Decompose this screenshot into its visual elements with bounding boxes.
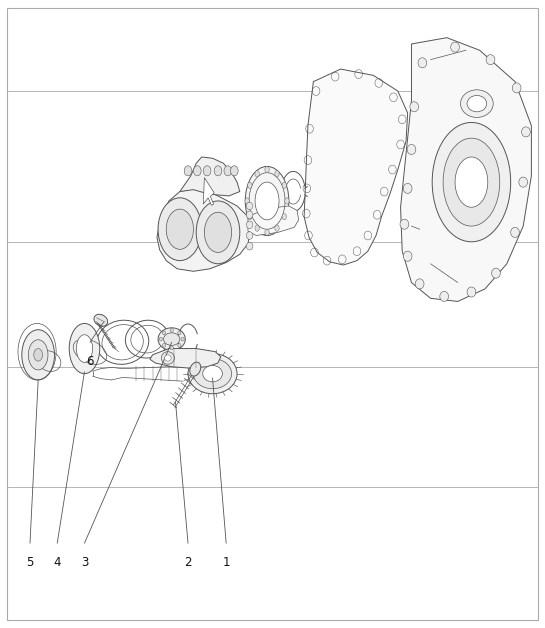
Ellipse shape <box>162 331 166 335</box>
Ellipse shape <box>282 182 287 188</box>
Polygon shape <box>203 178 214 205</box>
Ellipse shape <box>245 166 289 236</box>
Ellipse shape <box>246 221 253 229</box>
Ellipse shape <box>170 346 173 350</box>
Polygon shape <box>150 349 221 368</box>
Polygon shape <box>401 38 531 301</box>
Text: 4: 4 <box>53 556 61 569</box>
Ellipse shape <box>255 225 259 231</box>
Ellipse shape <box>443 138 500 226</box>
Ellipse shape <box>165 355 171 361</box>
Ellipse shape <box>492 268 500 278</box>
Ellipse shape <box>440 291 449 301</box>
Ellipse shape <box>159 337 162 341</box>
Ellipse shape <box>486 55 495 65</box>
Ellipse shape <box>214 166 222 176</box>
Text: 1: 1 <box>222 556 230 569</box>
Ellipse shape <box>418 58 427 68</box>
Ellipse shape <box>196 201 240 264</box>
Ellipse shape <box>403 183 412 193</box>
Ellipse shape <box>164 333 180 345</box>
Ellipse shape <box>161 352 174 364</box>
Ellipse shape <box>190 362 201 376</box>
Ellipse shape <box>246 211 253 219</box>
Ellipse shape <box>193 359 232 389</box>
Polygon shape <box>180 157 240 196</box>
Ellipse shape <box>162 344 166 347</box>
Ellipse shape <box>204 212 232 252</box>
Ellipse shape <box>275 225 279 231</box>
Ellipse shape <box>255 171 259 177</box>
Ellipse shape <box>512 83 521 93</box>
Ellipse shape <box>245 198 250 204</box>
Ellipse shape <box>461 90 493 117</box>
Ellipse shape <box>94 314 108 327</box>
Text: 3: 3 <box>81 556 88 569</box>
Ellipse shape <box>255 182 279 220</box>
Ellipse shape <box>158 328 185 350</box>
Ellipse shape <box>188 354 237 394</box>
Text: 2: 2 <box>184 556 192 569</box>
Ellipse shape <box>451 42 459 52</box>
Ellipse shape <box>432 122 511 242</box>
Ellipse shape <box>28 340 48 370</box>
Ellipse shape <box>181 337 184 341</box>
Ellipse shape <box>246 232 253 239</box>
Ellipse shape <box>166 209 193 249</box>
Ellipse shape <box>511 227 519 237</box>
Ellipse shape <box>403 251 412 261</box>
Ellipse shape <box>193 166 201 176</box>
Ellipse shape <box>247 214 252 220</box>
Ellipse shape <box>158 198 202 261</box>
Polygon shape <box>304 69 408 265</box>
Ellipse shape <box>455 157 488 207</box>
Ellipse shape <box>467 95 487 112</box>
Ellipse shape <box>415 279 424 289</box>
Ellipse shape <box>231 166 238 176</box>
Ellipse shape <box>284 198 289 204</box>
Ellipse shape <box>203 365 222 382</box>
Ellipse shape <box>76 335 93 362</box>
Ellipse shape <box>265 229 269 236</box>
Ellipse shape <box>184 166 192 176</box>
Ellipse shape <box>178 331 181 335</box>
Polygon shape <box>157 188 251 271</box>
Ellipse shape <box>22 330 54 380</box>
Text: 6: 6 <box>86 355 94 368</box>
Ellipse shape <box>203 166 211 176</box>
Ellipse shape <box>170 328 173 332</box>
Text: 5: 5 <box>26 556 34 569</box>
Polygon shape <box>248 206 299 236</box>
Ellipse shape <box>69 323 100 374</box>
Ellipse shape <box>467 287 476 297</box>
Ellipse shape <box>247 182 252 188</box>
Ellipse shape <box>246 202 253 210</box>
Ellipse shape <box>265 166 269 173</box>
Ellipse shape <box>519 177 528 187</box>
Ellipse shape <box>178 344 181 347</box>
Ellipse shape <box>224 166 232 176</box>
Ellipse shape <box>275 171 279 177</box>
Ellipse shape <box>407 144 416 154</box>
Ellipse shape <box>34 349 43 361</box>
Ellipse shape <box>246 242 253 250</box>
Ellipse shape <box>282 214 287 220</box>
Ellipse shape <box>400 219 409 229</box>
Ellipse shape <box>410 102 419 112</box>
Ellipse shape <box>522 127 530 137</box>
